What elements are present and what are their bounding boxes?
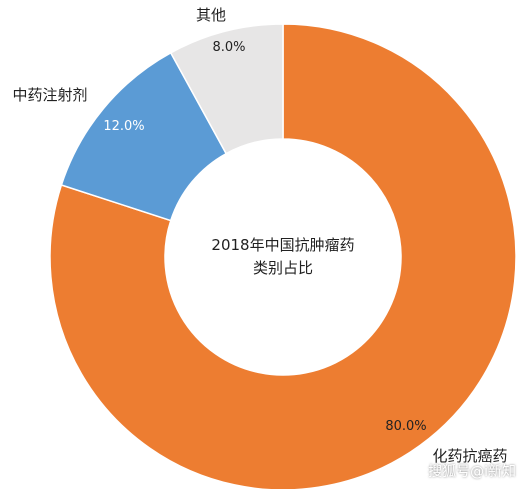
category-label-tcm: 中药注射剂 <box>12 86 87 104</box>
slice-other <box>169 23 284 155</box>
slice-label-tcm: 12.0% <box>103 119 144 134</box>
donut-slices <box>49 23 517 489</box>
watermark: 搜狐号@i新知 <box>428 464 516 480</box>
slice-chem <box>49 23 517 489</box>
slice-label-chem: 80.0% <box>385 419 426 434</box>
chart-title-line-1: 2018年中国抗肿瘤药 <box>211 236 354 254</box>
category-label-chem: 化药抗癌药 <box>432 447 507 465</box>
chart-title-line-2: 类别占比 <box>253 259 313 277</box>
category-label-other: 其他 <box>196 6 226 24</box>
slice-label-other: 8.0% <box>212 40 245 55</box>
